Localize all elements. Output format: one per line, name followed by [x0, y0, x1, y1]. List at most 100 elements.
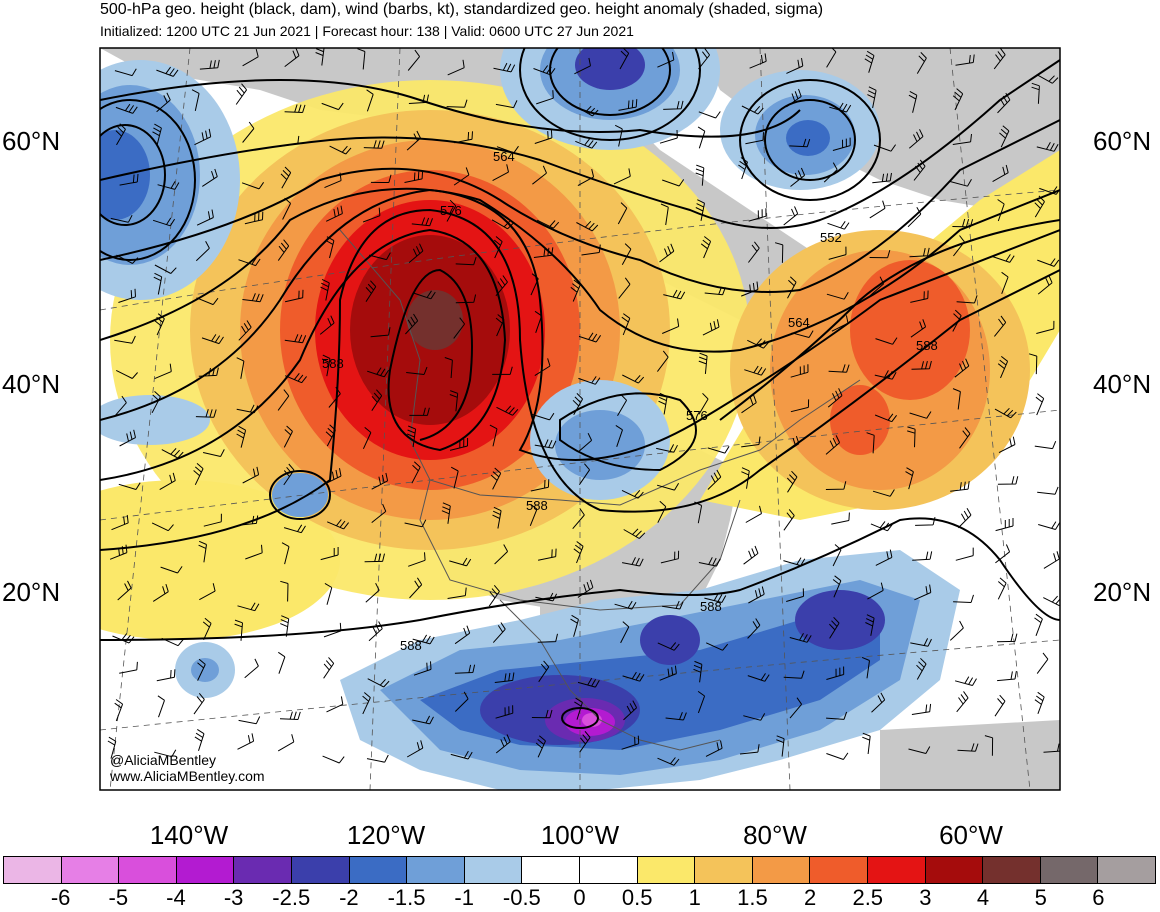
wind-barb [579, 730, 591, 753]
wind-barb [745, 132, 764, 145]
colorbar-tick-label: -0.5 [502, 885, 541, 910]
wind-barb [492, 366, 513, 375]
wind-barb [1038, 521, 1060, 530]
wind-barb [532, 165, 547, 185]
wind-barb [869, 276, 885, 297]
wind-barb [952, 88, 964, 111]
wind-barb [614, 124, 623, 147]
wind-barb [872, 172, 892, 184]
wind-barb [874, 413, 897, 423]
wind-barb [409, 577, 423, 599]
wind-barb [151, 522, 174, 532]
wind-barb [618, 99, 638, 111]
wind-barb [277, 734, 295, 752]
wind-barb [282, 197, 292, 220]
wind-barb [621, 313, 631, 336]
wind-barb [409, 407, 430, 416]
colorbar-swatch [1040, 857, 1099, 883]
wind-barb [201, 334, 224, 345]
graticule [100, 48, 1060, 790]
colorbar-swatch [61, 857, 120, 883]
wind-barb [199, 583, 216, 601]
colorbar-tick-label: 6 [1092, 885, 1105, 910]
wind-barb [326, 696, 344, 713]
wind-barb [790, 167, 806, 187]
wind-barb [324, 172, 342, 189]
colorbar-swatch [407, 857, 465, 883]
wind-barb [154, 313, 165, 336]
wind-barb [826, 711, 848, 720]
wind-barb [1034, 195, 1045, 218]
wind-barb [371, 503, 387, 523]
wind-barb [368, 621, 383, 642]
wind-barb [1043, 551, 1060, 569]
wind-barb [871, 692, 886, 713]
boundaries [339, 229, 861, 751]
wind-barb [449, 437, 469, 451]
wind-barb [826, 48, 837, 68]
wind-barb [195, 241, 210, 262]
wind-barb [828, 246, 847, 260]
colorbar-tick-label: 5 [1034, 885, 1047, 910]
wind-barb [620, 621, 630, 644]
wind-barb [1037, 275, 1053, 295]
lat-label-right: 40°N [1093, 369, 1152, 399]
wind-barb [869, 249, 891, 259]
wind-barb [1034, 613, 1043, 636]
contour-label-group: 564 576 552 564 588 588 576 588 588 588 [322, 149, 938, 653]
wind-barb [159, 472, 176, 491]
wind-barb [957, 507, 972, 529]
wind-barb [911, 360, 932, 370]
wind-barb [413, 290, 436, 300]
wind-barb [747, 673, 770, 682]
wind-barb [791, 330, 814, 338]
wind-barb [284, 289, 304, 303]
wind-barb [869, 200, 886, 219]
wind-barb [864, 50, 875, 73]
wind-barb [154, 264, 177, 274]
colorbar-swatch [695, 857, 753, 883]
wind-barb [574, 697, 583, 720]
wind-barb [279, 135, 300, 147]
wind-barb [659, 129, 678, 144]
wind-barb [329, 145, 352, 155]
contour-label: 588 [916, 338, 938, 353]
wind-barb [912, 551, 933, 561]
wind-barb [1001, 271, 1009, 294]
wind-barb [657, 51, 675, 68]
contour-label: 564 [788, 315, 810, 330]
colorbar-tick-label: -4 [166, 885, 186, 910]
wind-barb [694, 501, 703, 524]
map-subtitle: Initialized: 1200 UTC 21 Jun 2021 | Fore… [100, 23, 634, 39]
wind-barb [284, 372, 307, 384]
wind-barb [118, 288, 136, 303]
wind-barb [955, 54, 975, 66]
wind-barb [992, 164, 1009, 183]
wind-barb [315, 48, 325, 66]
wind-barb [663, 289, 686, 300]
wind-barb [827, 388, 843, 408]
wind-barb [537, 548, 557, 561]
wind-barb [367, 678, 390, 688]
wind-barb [194, 128, 212, 146]
wind-barb [570, 279, 581, 302]
wind-barb [324, 582, 333, 605]
wind-barb [365, 582, 380, 603]
wind-barb [107, 736, 117, 759]
wind-barb [789, 697, 803, 719]
contour-label: 588 [700, 599, 722, 614]
wind-barb [789, 633, 812, 643]
wind-barb [1035, 393, 1045, 416]
wind-barb [488, 584, 500, 607]
wind-barb [492, 622, 506, 643]
wind-barb [1043, 595, 1060, 607]
wind-barb [577, 677, 600, 688]
wind-barb [789, 138, 811, 148]
wind-barb [996, 633, 1018, 643]
wind-barb [910, 319, 927, 338]
wind-barb [492, 506, 502, 529]
wind-barb [116, 254, 139, 264]
wind-barb [236, 357, 245, 379]
wind-barb [783, 557, 806, 567]
wind-barb [861, 656, 870, 679]
